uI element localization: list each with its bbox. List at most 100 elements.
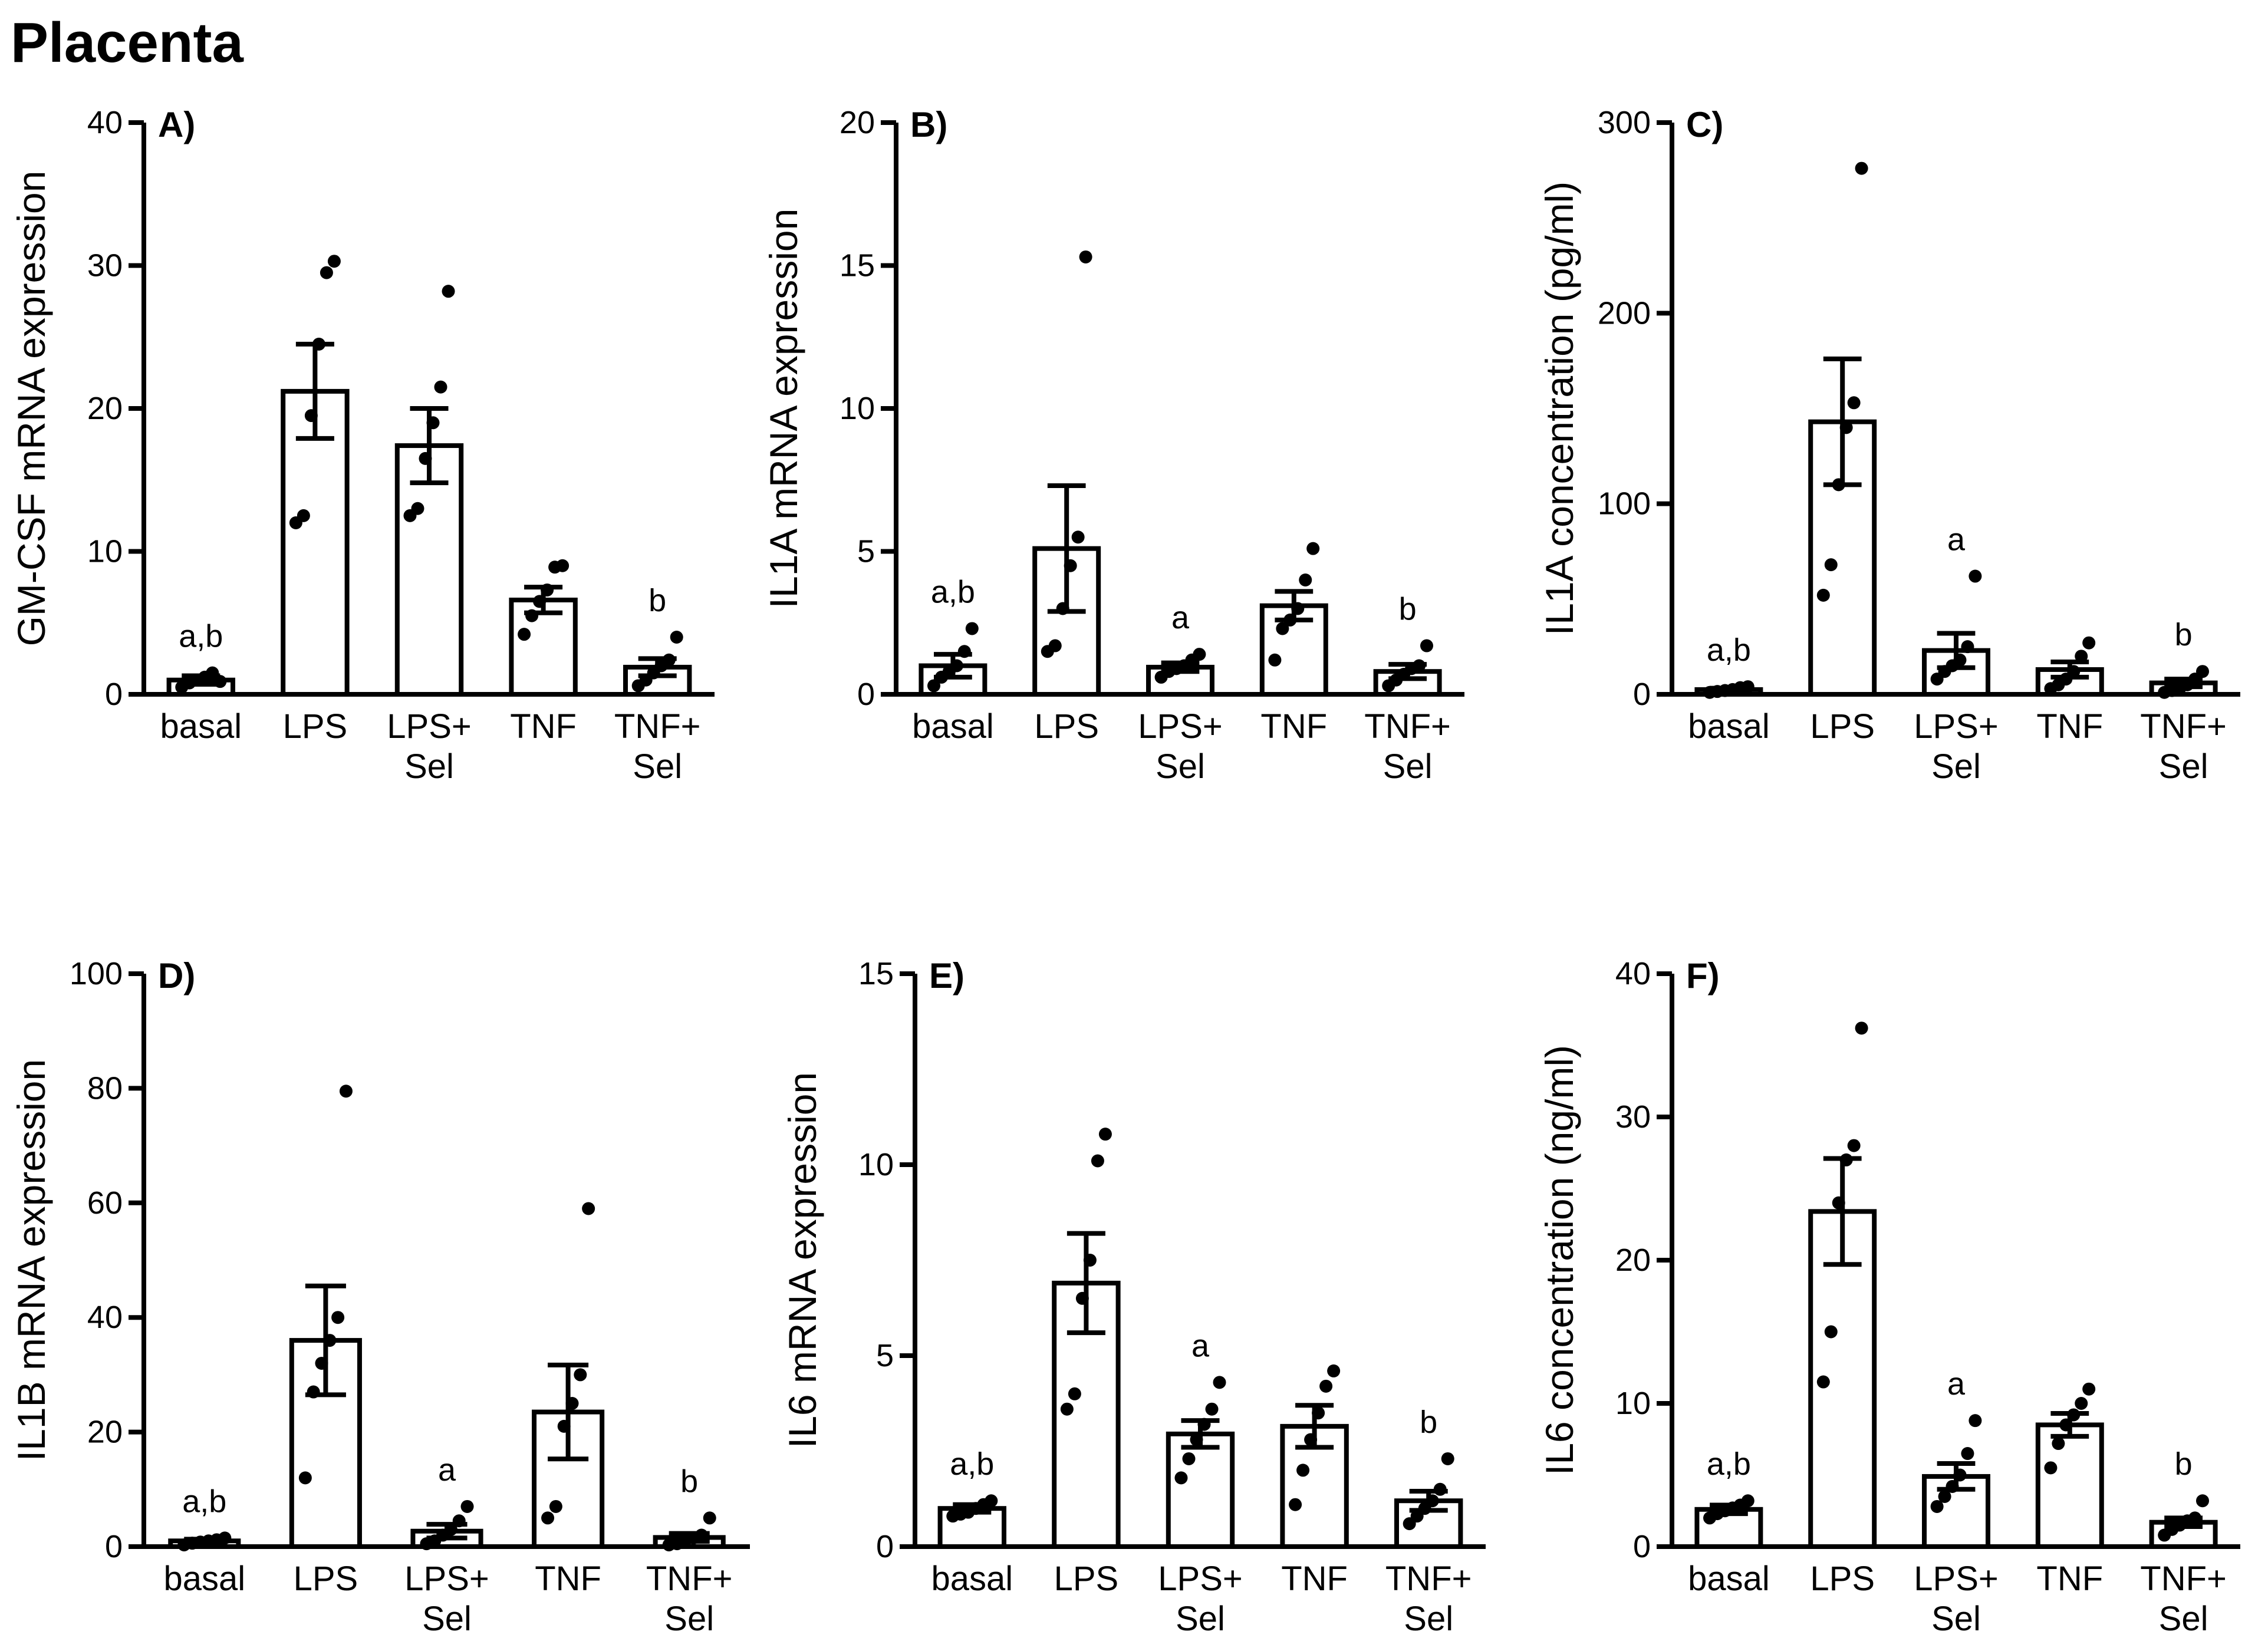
data-point (1839, 1153, 1853, 1166)
data-point (1304, 1433, 1318, 1446)
data-point (1197, 1418, 1211, 1431)
x-tick-label: TNF+ (2140, 707, 2227, 746)
y-tick-label: 10 (840, 391, 875, 426)
data-point (460, 1499, 474, 1513)
x-tick-label: Sel (633, 747, 682, 786)
data-point (1832, 1196, 1845, 1209)
data-point (525, 609, 539, 622)
x-tick-label: basal (160, 707, 242, 746)
data-point (442, 285, 455, 298)
x-tick-label: TNF+ (2140, 1560, 2227, 1598)
significance-label: b (1420, 1405, 1437, 1440)
y-tick-label: 5 (876, 1338, 894, 1373)
y-axis-label: GM-CSF mRNA expression (9, 171, 53, 647)
y-tick-label: 15 (840, 248, 875, 284)
data-point (426, 416, 440, 430)
bar-lpsplus-sel (394, 443, 464, 697)
y-tick-label: 300 (1598, 105, 1651, 140)
significance-label: a,b (931, 574, 975, 609)
data-point (1946, 1479, 1959, 1493)
data-point (1816, 588, 1830, 602)
data-point (307, 1385, 320, 1399)
x-tick-label: TNF (510, 707, 577, 746)
data-point (298, 1471, 312, 1485)
panel-a: 0 10 20 30 40 GM-CSF mRNA expression A) a,b basa… (9, 105, 715, 786)
data-point (1283, 613, 1297, 627)
data-point (557, 1419, 571, 1433)
y-tick-label: 40 (87, 1300, 123, 1335)
data-point (2082, 636, 2096, 650)
data-point (965, 622, 979, 635)
data-point (2188, 1511, 2202, 1525)
panel-e: 0 5 10 15 IL6 mRNA expression E) a,b basal LPS a L… (781, 956, 1486, 1638)
data-point (541, 1511, 555, 1525)
x-tick-label: basal (1688, 707, 1770, 746)
data-point (1276, 622, 1289, 635)
data-point (1060, 1402, 1074, 1416)
data-point (1291, 602, 1305, 615)
bar-lps (289, 1338, 362, 1550)
data-point (662, 653, 676, 667)
data-point (1190, 1433, 1203, 1446)
x-tick-label: Sel (404, 747, 454, 786)
data-point (1289, 1498, 1302, 1511)
x-tick-label: Sel (2159, 1600, 2208, 1638)
panel-b: 0 5 10 15 20 IL1A mRNA expression B) a,b basal LP… (762, 105, 1464, 786)
x-tick-label: TNF+ (646, 1560, 733, 1598)
data-point (927, 679, 941, 693)
x-tick-label: Sel (1156, 747, 1205, 786)
x-tick-label: basal (931, 1560, 1013, 1598)
significance-label: a,b (1707, 1446, 1751, 1482)
bar-lpsplus-sel (1166, 1431, 1235, 1550)
data-point (2052, 1437, 2065, 1451)
data-point (1426, 1494, 1439, 1508)
data-point (2195, 665, 2209, 678)
y-tick-label: 5 (857, 534, 875, 569)
significance-label: a,b (179, 619, 223, 654)
x-tick-label: TNF+ (1385, 1560, 1472, 1598)
data-point (1953, 1468, 1967, 1482)
data-point (1083, 1254, 1097, 1267)
x-tick-label: LPS+ (404, 1560, 489, 1598)
x-tick-label: Sel (422, 1600, 472, 1638)
x-tick-label: TNF (2036, 1560, 2103, 1598)
data-point (1433, 1482, 1447, 1496)
data-point (1847, 1139, 1861, 1152)
data-point (315, 1356, 328, 1370)
y-tick-label: 0 (1633, 1529, 1651, 1564)
data-point (556, 559, 570, 572)
data-point (1824, 1325, 1838, 1339)
x-tick-label: Sel (1383, 747, 1433, 786)
significance-label: a,b (1707, 632, 1751, 668)
panel-f: 0 10 20 30 40 IL6 concentration (ng/ml) F) a,b b… (1538, 956, 2240, 1638)
data-point (1839, 421, 1853, 434)
x-tick-label: LPS (283, 707, 348, 746)
data-point (1938, 1489, 1951, 1503)
data-point (297, 509, 310, 522)
y-tick-label: 0 (876, 1529, 894, 1564)
data-point (1847, 396, 1861, 410)
y-tick-label: 15 (858, 956, 894, 991)
data-point (1969, 569, 1982, 583)
x-tick-label: TNF (2036, 707, 2103, 746)
x-tick-label: Sel (1176, 1600, 1225, 1638)
x-tick-label: TNF+ (614, 707, 701, 746)
y-tick-label: 20 (1615, 1242, 1651, 1278)
x-tick-label: TNF+ (1364, 707, 1451, 746)
data-point (1961, 640, 1974, 654)
data-point (2067, 665, 2081, 678)
data-point (1071, 530, 1085, 544)
figure-title: Placenta (11, 11, 243, 74)
data-point (323, 1334, 337, 1347)
significance-label: a (1171, 600, 1190, 635)
data-point (1268, 653, 1282, 667)
data-point (2059, 1418, 2073, 1432)
y-tick-label: 20 (87, 1415, 123, 1450)
x-tick-label: TNF (1281, 1560, 1348, 1598)
y-axis-label: IL1A mRNA expression (762, 209, 805, 609)
panel-label: E) (929, 956, 965, 996)
data-point (565, 1397, 579, 1410)
data-point (1319, 1379, 1333, 1393)
data-point (1816, 1375, 1830, 1389)
